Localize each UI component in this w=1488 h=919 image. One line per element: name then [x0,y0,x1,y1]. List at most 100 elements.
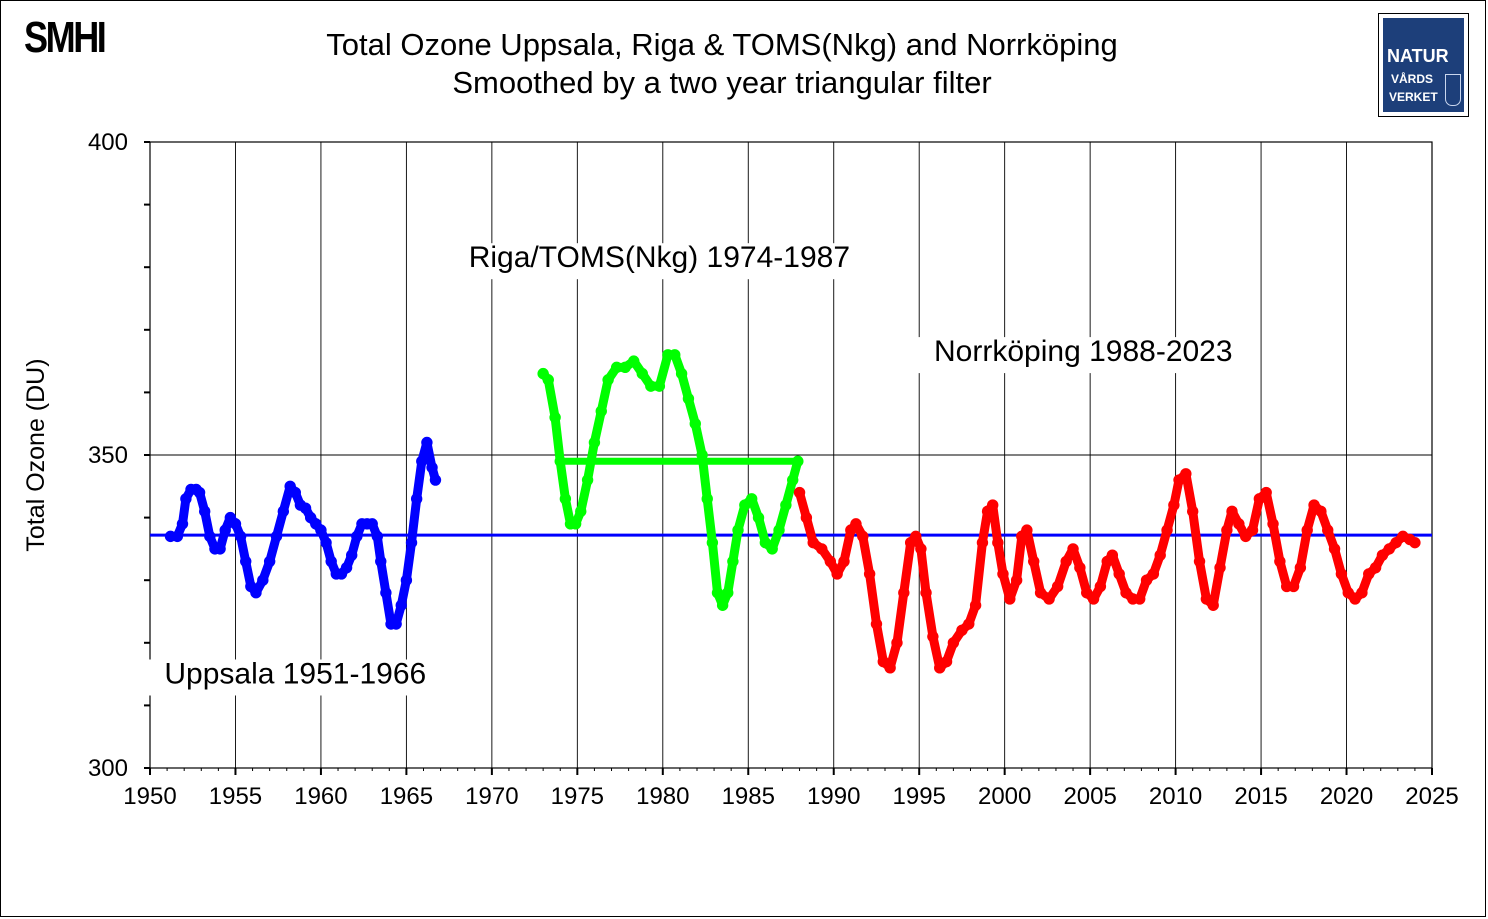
data-point [669,349,681,361]
data-point [752,511,765,524]
data-point [1028,555,1040,568]
data-point [602,374,614,386]
data-point [1214,561,1226,574]
data-point [675,367,688,380]
x-tick-label: 2000 [978,783,1031,810]
naturvardsverket-logo-badge: NATUR VÅRDS VERKET [1383,18,1464,112]
data-point [257,574,269,586]
data-point [240,555,252,568]
data-point [870,618,883,630]
logo-word-vards: VÅRDS [1391,72,1434,86]
x-tick-label: 1975 [551,783,604,810]
series-line [795,469,1420,673]
logo-word-natur: NATUR [1387,46,1449,66]
data-point [987,499,999,511]
data-point [1356,587,1368,599]
data-point [1154,549,1166,561]
data-point [857,530,869,543]
data-point [947,637,960,649]
data-point [787,474,799,486]
data-point [1246,524,1259,536]
annotation-background [439,243,880,280]
data-point [1294,561,1307,574]
data-point [940,655,953,668]
data-point [838,555,850,568]
data-point [1067,543,1079,555]
data-point [1161,524,1173,536]
data-point [549,411,561,424]
logo-word-verket: VERKET [1389,90,1438,104]
data-point [850,518,862,530]
data-point [325,555,337,568]
data-point [997,568,1009,580]
x-tick-label: 1965 [380,783,433,810]
data-point [1180,468,1192,480]
data-point [1193,555,1206,568]
data-point [992,536,1004,549]
data-point [229,518,242,530]
y-axis-label: Total Ozone (DU) [22,358,50,551]
data-point [1369,561,1382,574]
x-tick-label: 1950 [123,783,176,810]
data-point [745,493,758,505]
data-point [299,502,312,514]
data-point [270,530,283,543]
data-point [180,493,192,505]
data-point [1207,599,1219,611]
data-point [320,536,332,549]
x-tick-label: 2015 [1234,783,1287,810]
data-point [831,568,843,580]
data-point [1186,505,1199,518]
data-point [800,511,813,524]
y-tick-label: 400 [88,129,128,156]
crest-icon [1445,74,1461,106]
data-point [575,505,587,518]
data-point [816,543,828,555]
data-point [1233,518,1245,530]
data-point [595,405,607,417]
data-point [1267,518,1279,530]
data-point [807,536,819,549]
data-point [793,486,806,499]
data-point [340,561,353,574]
data-point [569,518,582,530]
data-point [636,367,648,380]
data-point [927,630,939,643]
annotation-background [145,659,446,696]
x-tick-label: 1960 [294,783,347,810]
data-point [727,555,739,568]
data-point [366,518,378,530]
data-point [1004,593,1016,605]
x-tick-label: 1995 [893,783,946,810]
data-point [766,543,778,555]
data-point [214,543,226,555]
data-point [722,587,734,599]
data-point [198,505,211,518]
data-point [910,530,922,543]
data-point [395,599,407,611]
data-point [689,418,701,430]
y-tick-label: 350 [88,442,128,469]
data-point [711,587,724,599]
data-point [1221,524,1233,536]
data-point [891,637,903,649]
data-point [1106,549,1119,561]
data-point [171,530,184,543]
x-tick-label: 1985 [722,783,775,810]
series-annotation: Norrköping 1988-2023 [934,335,1233,368]
data-point [701,493,713,505]
data-point [682,392,695,405]
data-point [1087,593,1100,605]
data-point [1113,568,1125,580]
data-point [1134,593,1146,605]
data-point [429,474,442,486]
data-point [380,587,392,599]
data-point [1409,536,1421,549]
data-point [1301,524,1313,536]
data-point [1043,593,1055,605]
data-point [1074,561,1086,574]
data-point [421,436,433,449]
data-point [898,587,910,599]
data-point [1287,580,1300,593]
data-point [653,380,666,392]
